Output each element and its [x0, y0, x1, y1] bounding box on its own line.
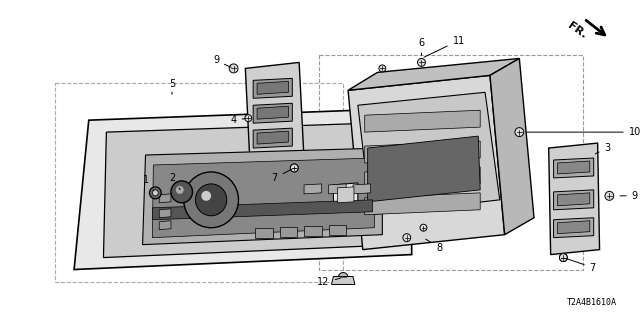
- Text: 2: 2: [169, 173, 180, 189]
- Circle shape: [379, 65, 386, 72]
- Polygon shape: [159, 194, 171, 203]
- Circle shape: [176, 186, 184, 194]
- Polygon shape: [104, 122, 400, 258]
- Circle shape: [605, 191, 614, 200]
- Circle shape: [291, 164, 298, 172]
- Bar: [319, 55, 583, 269]
- Text: 7: 7: [566, 259, 596, 273]
- Polygon shape: [557, 221, 590, 234]
- Text: 8: 8: [426, 239, 442, 252]
- Circle shape: [171, 181, 193, 203]
- Circle shape: [559, 253, 567, 261]
- Bar: [54, 83, 343, 283]
- Polygon shape: [353, 184, 371, 194]
- Circle shape: [420, 224, 427, 231]
- Circle shape: [184, 172, 239, 228]
- Polygon shape: [358, 92, 500, 215]
- Polygon shape: [490, 59, 534, 235]
- Polygon shape: [337, 187, 354, 203]
- Circle shape: [149, 187, 161, 199]
- Polygon shape: [348, 59, 519, 90]
- Polygon shape: [304, 184, 322, 194]
- Circle shape: [229, 64, 238, 73]
- Polygon shape: [143, 148, 382, 244]
- Text: 3: 3: [595, 143, 611, 154]
- Polygon shape: [253, 78, 292, 98]
- Polygon shape: [152, 158, 374, 238]
- Polygon shape: [554, 158, 594, 178]
- Polygon shape: [253, 128, 292, 148]
- Polygon shape: [304, 226, 322, 236]
- Polygon shape: [257, 131, 289, 144]
- Polygon shape: [152, 200, 372, 220]
- Text: 6: 6: [419, 37, 424, 55]
- Circle shape: [245, 115, 252, 122]
- Circle shape: [152, 190, 158, 196]
- Circle shape: [339, 273, 348, 283]
- Circle shape: [559, 253, 567, 261]
- Polygon shape: [367, 136, 480, 202]
- Polygon shape: [554, 190, 594, 210]
- Polygon shape: [548, 143, 600, 255]
- Polygon shape: [554, 218, 594, 238]
- Polygon shape: [257, 106, 289, 119]
- Text: T2A4B1610A: T2A4B1610A: [567, 298, 617, 307]
- Circle shape: [202, 191, 211, 201]
- Polygon shape: [159, 221, 171, 230]
- Polygon shape: [557, 193, 590, 206]
- Text: 11: 11: [424, 36, 465, 57]
- Text: 10: 10: [527, 127, 640, 137]
- Polygon shape: [348, 76, 505, 250]
- Polygon shape: [159, 209, 171, 218]
- Polygon shape: [328, 184, 346, 194]
- Text: FR.: FR.: [566, 20, 588, 41]
- Circle shape: [417, 59, 426, 67]
- Text: 9: 9: [213, 55, 231, 67]
- Polygon shape: [333, 183, 358, 207]
- Polygon shape: [257, 81, 289, 94]
- Polygon shape: [280, 227, 297, 237]
- Text: 1: 1: [143, 175, 154, 191]
- Polygon shape: [365, 167, 480, 189]
- Polygon shape: [557, 161, 590, 174]
- Text: 12: 12: [317, 277, 340, 287]
- Polygon shape: [328, 225, 346, 235]
- Polygon shape: [365, 110, 480, 132]
- Polygon shape: [332, 276, 355, 284]
- Polygon shape: [255, 228, 273, 238]
- Circle shape: [195, 184, 227, 216]
- Text: 9: 9: [620, 191, 638, 201]
- Text: 7: 7: [271, 169, 292, 183]
- Polygon shape: [245, 62, 304, 168]
- Polygon shape: [74, 108, 412, 269]
- Circle shape: [403, 234, 411, 242]
- Circle shape: [291, 164, 298, 172]
- Text: 4: 4: [230, 115, 246, 125]
- Circle shape: [515, 128, 524, 137]
- Polygon shape: [253, 103, 292, 123]
- Text: 5: 5: [169, 79, 175, 94]
- Polygon shape: [365, 141, 480, 163]
- Polygon shape: [365, 193, 480, 215]
